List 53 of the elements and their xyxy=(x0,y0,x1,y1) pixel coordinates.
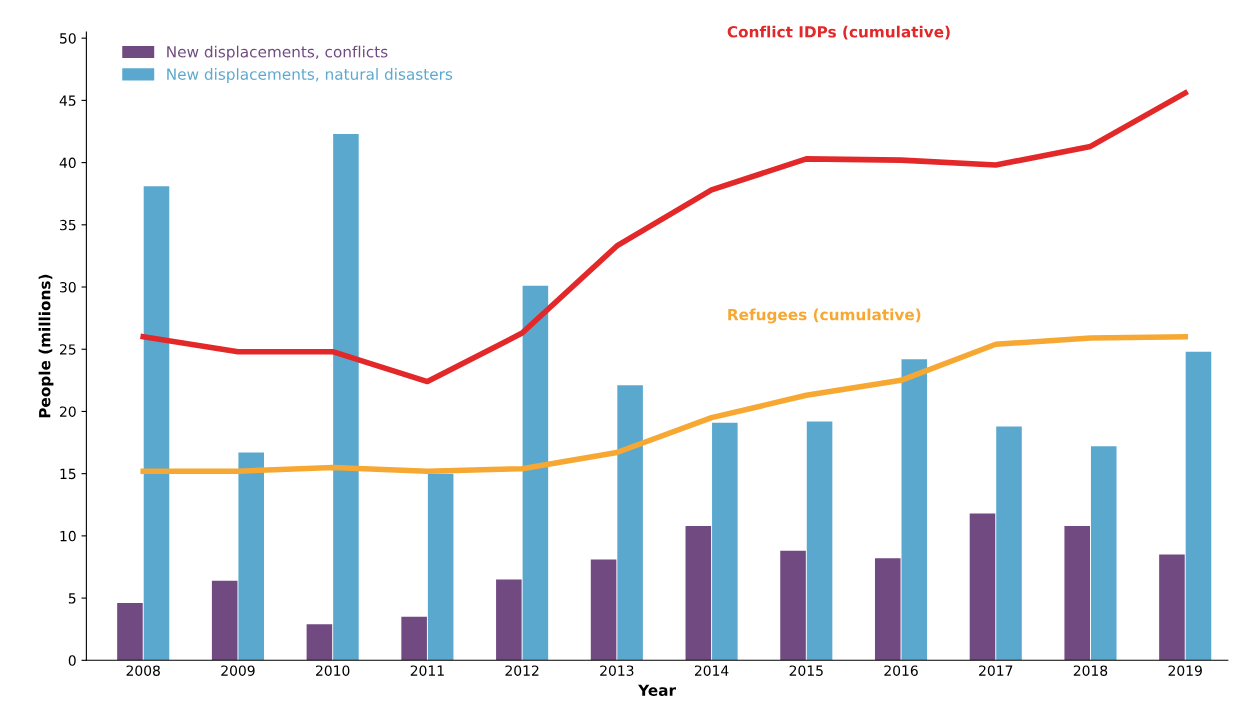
y-tick-label: 5 xyxy=(68,593,76,604)
x-tick-label: 2013 xyxy=(600,665,634,676)
bar xyxy=(211,580,238,661)
x-tick-label: 2018 xyxy=(1073,665,1108,676)
bar xyxy=(1159,554,1185,661)
text: Conflict IDPs (cumulative) xyxy=(727,25,950,40)
x-tick-label: 2014 xyxy=(694,665,729,676)
bar xyxy=(333,133,359,661)
x-tick-label: 2017 xyxy=(979,665,1013,676)
x-tick-label: 2009 xyxy=(221,665,255,676)
x-tick-label: 2008 xyxy=(126,665,160,676)
bar xyxy=(901,359,928,661)
legend-label: New displacements, conflicts xyxy=(167,45,388,61)
legend-label: New displacements, natural disasters xyxy=(167,68,453,83)
x-tick-label: 2019 xyxy=(1168,665,1202,676)
y-tick-label: 45 xyxy=(59,95,76,106)
bar xyxy=(874,558,901,661)
y-tick-label: 20 xyxy=(60,406,76,417)
bar xyxy=(143,186,170,661)
bar xyxy=(996,426,1022,661)
bar xyxy=(1090,446,1117,661)
y-tick-label: 30 xyxy=(60,281,76,293)
x-tick-label: 2015 xyxy=(789,665,823,676)
bar xyxy=(238,452,264,661)
bar xyxy=(117,603,143,661)
bar xyxy=(1064,525,1090,661)
x-tick-label: 2016 xyxy=(884,665,918,676)
x-tick-label: 2012 xyxy=(505,665,539,676)
x-axis-title: Year xyxy=(638,684,676,696)
y-tick-label: 40 xyxy=(59,157,76,169)
bar xyxy=(780,550,806,661)
bar xyxy=(590,559,617,661)
bar xyxy=(1185,351,1212,661)
bar xyxy=(712,422,738,661)
y-tick-label: 35 xyxy=(60,219,76,231)
y-tick-label: 50 xyxy=(60,33,76,44)
y-tick-label: 0 xyxy=(68,655,76,666)
bar xyxy=(617,385,643,661)
bar xyxy=(522,285,549,661)
text: Refugees (cumulative) xyxy=(728,308,921,324)
bar xyxy=(806,421,833,661)
bar xyxy=(496,579,522,661)
bar xyxy=(969,513,996,661)
y-tick-label: 10 xyxy=(60,530,76,542)
bar xyxy=(306,624,333,661)
y-tick-label: 15 xyxy=(60,468,76,480)
y-axis-title: People (millions) xyxy=(38,274,54,418)
bar xyxy=(427,473,454,661)
bar xyxy=(685,525,712,661)
x-tick-label: 2011 xyxy=(410,665,444,676)
bar xyxy=(401,616,427,661)
y-tick-label: 25 xyxy=(60,344,76,355)
x-tick-label: 2010 xyxy=(316,665,350,676)
